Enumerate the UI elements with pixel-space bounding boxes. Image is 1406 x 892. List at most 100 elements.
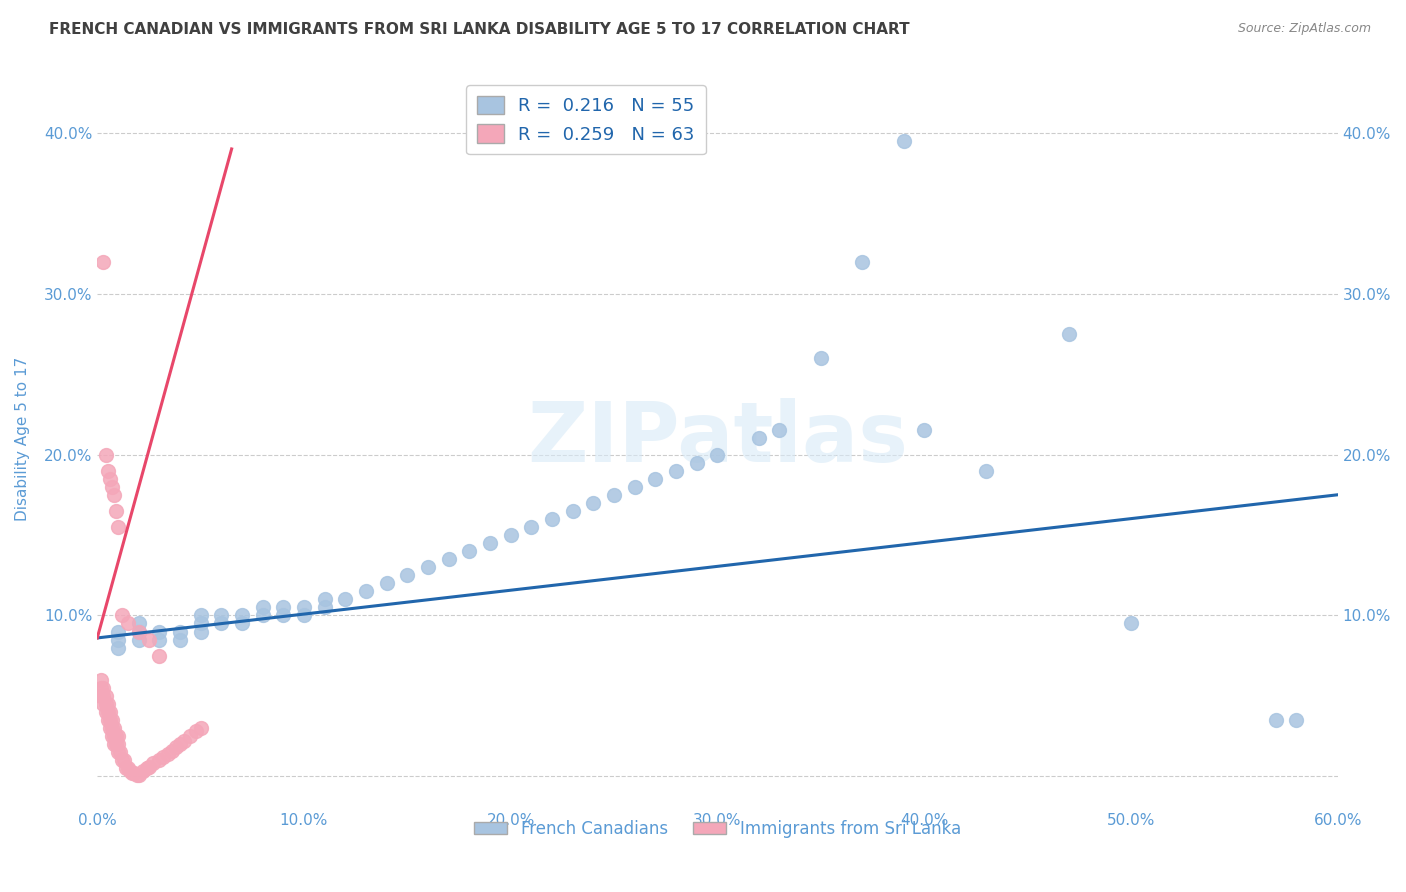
Point [107,729,129,743]
Point [128,616,150,631]
Point [135,761,157,775]
Point [748,432,770,446]
Point [292,608,315,623]
Text: Source: ZipAtlas.com: Source: ZipAtlas.com [1237,22,1371,36]
Point [231,616,253,631]
Point [851,254,873,268]
Point [252,600,274,615]
Point [120,764,142,779]
Point [190,624,212,639]
Point [98,713,121,727]
Point [458,544,481,558]
Point [125,767,148,781]
Point [107,520,129,534]
Point [90,673,112,687]
Point [292,600,315,615]
Point [111,608,134,623]
Point [103,721,125,735]
Point [479,536,502,550]
Point [623,480,645,494]
Point [169,632,191,647]
Point [156,747,179,761]
Point [121,766,143,780]
Point [561,504,583,518]
Point [160,743,183,757]
Point [520,520,543,534]
Point [103,488,125,502]
Point [252,608,274,623]
Point [499,528,522,542]
Point [93,254,115,268]
Point [974,464,997,478]
Point [98,705,121,719]
Point [93,697,115,711]
Point [138,632,160,647]
Point [686,456,709,470]
Point [100,480,122,494]
Point [90,681,112,695]
Legend: French Canadians, Immigrants from Sri Lanka: French Canadians, Immigrants from Sri La… [467,814,967,845]
Point [335,592,357,607]
Point [1057,326,1080,341]
Point [104,504,127,518]
Point [173,734,195,748]
Point [190,721,212,735]
Point [107,632,129,647]
Point [94,697,117,711]
Point [107,624,129,639]
Point [97,713,120,727]
Point [271,608,294,623]
Point [1285,713,1308,727]
Point [169,624,191,639]
Point [893,134,915,148]
Point [437,552,460,566]
Point [706,448,728,462]
Point [231,608,253,623]
Point [186,724,208,739]
Point [148,648,170,663]
Point [104,729,127,743]
Point [190,616,212,631]
Point [644,472,666,486]
Point [100,729,122,743]
Point [97,697,120,711]
Point [100,721,122,735]
Point [142,756,165,771]
Text: FRENCH CANADIAN VS IMMIGRANTS FROM SRI LANKA DISABILITY AGE 5 TO 17 CORRELATION : FRENCH CANADIAN VS IMMIGRANTS FROM SRI L… [49,22,910,37]
Point [107,640,129,655]
Point [354,584,377,599]
Text: ZIPatlas: ZIPatlas [527,398,908,479]
Point [148,624,170,639]
Point [314,592,336,607]
Point [97,464,120,478]
Point [128,624,150,639]
Y-axis label: Disability Age 5 to 17: Disability Age 5 to 17 [15,357,30,521]
Point [209,616,232,631]
Point [179,729,201,743]
Point [1264,713,1286,727]
Point [582,496,605,510]
Point [912,424,935,438]
Point [98,472,121,486]
Point [128,767,150,781]
Point [209,608,232,623]
Point [165,740,187,755]
Point [103,729,125,743]
Point [100,713,122,727]
Point [132,764,155,779]
Point [138,759,160,773]
Point [1119,616,1142,631]
Point [117,616,139,631]
Point [94,448,117,462]
Point [665,464,688,478]
Point [271,600,294,615]
Point [111,753,134,767]
Point [152,750,174,764]
Point [169,737,191,751]
Point [396,568,419,582]
Point [375,576,398,591]
Point [93,689,115,703]
Point [416,560,439,574]
Point [115,761,138,775]
Point [541,512,564,526]
